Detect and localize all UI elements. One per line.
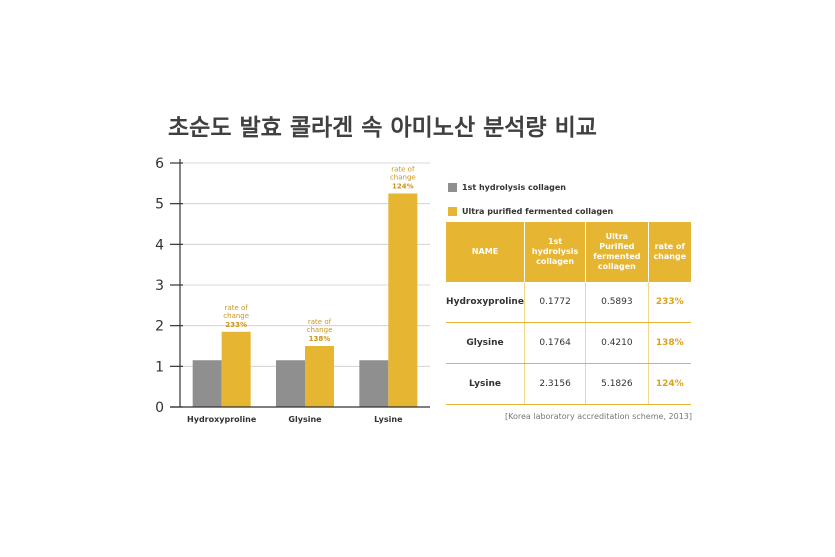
header-line: Ultra bbox=[605, 232, 629, 241]
rate-label: rate of bbox=[225, 304, 249, 312]
bar-fermented bbox=[388, 193, 418, 407]
legend: 1st hydrolysis collagen Ultra purified f… bbox=[448, 181, 613, 229]
y-tick-label: 0 bbox=[155, 400, 164, 416]
header-line: fermented bbox=[593, 252, 641, 261]
row-name: Hydroxyproline bbox=[446, 282, 525, 323]
legend-item-fermented: Ultra purified fermented collagen bbox=[448, 205, 613, 217]
y-tick-label: 3 bbox=[155, 278, 164, 294]
legend-swatch-gold bbox=[448, 206, 457, 216]
x-tick-label: Hydroxyproline bbox=[187, 415, 257, 424]
row-value-ultra: 0.5893 bbox=[585, 282, 649, 323]
header-line: 1st bbox=[548, 237, 563, 246]
bar-hydrolysis bbox=[359, 360, 389, 407]
rate-value: 124% bbox=[392, 183, 414, 191]
header-line: Purified bbox=[599, 242, 635, 251]
rate-label: rate of bbox=[391, 166, 415, 174]
bar-hydrolysis bbox=[276, 360, 305, 407]
header-name: NAME bbox=[446, 222, 525, 282]
header-line: collagen bbox=[597, 262, 636, 271]
rate-label: change bbox=[390, 174, 416, 182]
x-tick-label: Lysine bbox=[374, 415, 403, 424]
y-tick-label: 2 bbox=[155, 319, 164, 335]
header-1st-hydrolysis: 1st hydrolysis collagen bbox=[524, 222, 587, 282]
legend-item-hydrolysis: 1st hydrolysis collagen bbox=[448, 181, 613, 193]
bar-hydrolysis bbox=[192, 360, 222, 407]
row-name: Glysine bbox=[446, 322, 525, 364]
rate-value: 233% bbox=[225, 321, 247, 329]
table-row: Glysine 0.1764 0.4210 138% bbox=[446, 322, 691, 364]
row-value-1st: 2.3156 bbox=[524, 363, 587, 405]
rate-label: rate of bbox=[308, 318, 332, 326]
rate-label: change bbox=[307, 326, 333, 334]
bar-fermented bbox=[221, 331, 251, 407]
header-line: collagen bbox=[536, 257, 575, 266]
row-value-1st: 0.1764 bbox=[524, 322, 587, 364]
y-tick-label: 1 bbox=[155, 359, 164, 375]
header-ultra-purified: Ultra Purified fermented collagen bbox=[585, 222, 649, 282]
source-note: [Korea laboratory accreditation scheme, … bbox=[505, 412, 693, 421]
table-header-row: NAME 1st hydrolysis collagen Ultra Purif… bbox=[446, 222, 691, 282]
row-value-ultra: 0.4210 bbox=[585, 322, 649, 364]
comparison-table: NAME 1st hydrolysis collagen Ultra Purif… bbox=[446, 222, 691, 405]
x-tick-label: Glysine bbox=[288, 415, 322, 424]
legend-label: Ultra purified fermented collagen bbox=[462, 206, 614, 216]
header-line: change bbox=[653, 252, 687, 261]
row-rate: 138% bbox=[648, 322, 691, 364]
legend-label: 1st hydrolysis collagen bbox=[462, 182, 566, 192]
rate-label: change bbox=[223, 312, 249, 320]
row-value-ultra: 5.1826 bbox=[585, 363, 649, 405]
row-name: Lysine bbox=[446, 363, 525, 405]
header-line: rate of bbox=[654, 242, 685, 251]
bar-fermented bbox=[305, 346, 334, 407]
header-rate: rate of change bbox=[648, 222, 691, 282]
y-tick-label: 6 bbox=[155, 156, 164, 172]
row-rate: 233% bbox=[648, 282, 691, 323]
chart-title: 초순도 발효 콜라겐 속 아미노산 분석량 비교 bbox=[168, 115, 597, 141]
row-value-1st: 0.1772 bbox=[524, 282, 587, 323]
rate-value: 138% bbox=[309, 335, 331, 343]
header-line: hydrolysis bbox=[531, 247, 579, 256]
table-row: Hydroxyproline 0.1772 0.5893 233% bbox=[446, 282, 691, 323]
y-tick-label: 5 bbox=[155, 197, 164, 213]
table-row: Lysine 2.3156 5.1826 124% bbox=[446, 363, 691, 405]
legend-swatch-gray bbox=[448, 182, 457, 192]
y-tick-label: 4 bbox=[155, 237, 164, 253]
row-rate: 124% bbox=[648, 363, 691, 405]
